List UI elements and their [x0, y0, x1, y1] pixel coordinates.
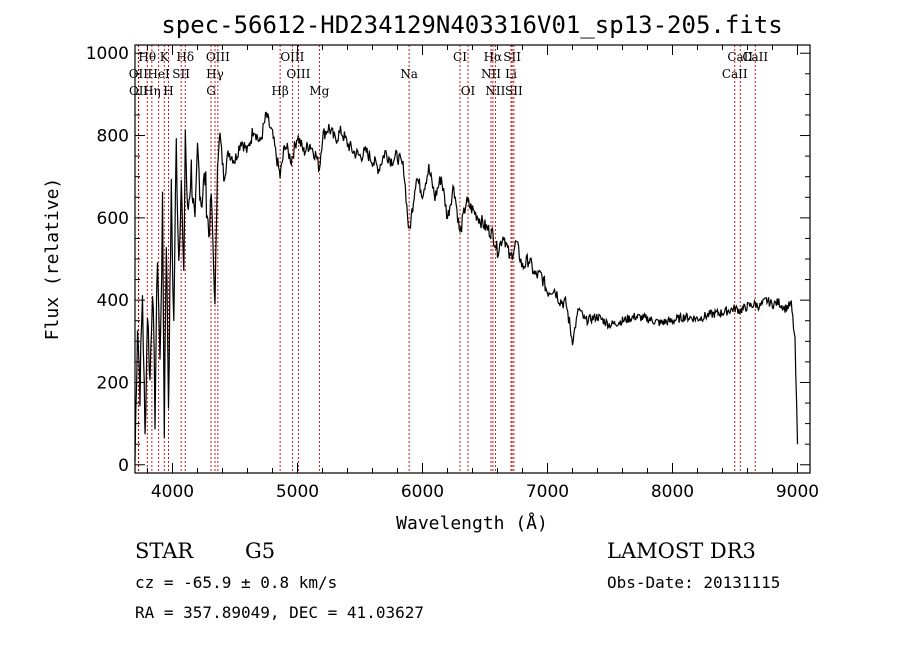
- spectral-line-label: Hθ: [138, 50, 156, 64]
- spectral-line-label: CaII: [727, 50, 753, 64]
- x-tick-label: 8000: [651, 482, 694, 502]
- spectral-line-label: K: [160, 50, 170, 64]
- y-tick-label: 800: [97, 127, 129, 147]
- spectrum-line: [134, 111, 799, 462]
- spectral-line-label: Na: [400, 67, 418, 81]
- survey-name: LAMOST DR3: [607, 539, 756, 563]
- y-tick-label: 0: [118, 456, 129, 476]
- spectral-line-label: Hη: [143, 84, 161, 98]
- y-axis-label: Flux (relative): [42, 178, 63, 341]
- spectral-line-label: Hδ: [176, 50, 194, 64]
- object-type: STAR: [135, 539, 194, 563]
- spectral-line-label: SII: [503, 50, 521, 64]
- y-tick-label: 400: [97, 291, 129, 311]
- spectral-line-label: NII: [481, 67, 501, 81]
- spectral-line-label: SII: [505, 84, 523, 98]
- spectral-line-label: OIII: [280, 50, 304, 64]
- spectral-line-label: CaII: [722, 67, 748, 81]
- y-tick-label: 200: [97, 373, 129, 393]
- x-tick-label: 6000: [401, 482, 444, 502]
- spectral-line-label: CaII: [742, 50, 768, 64]
- x-tick-label: 5000: [276, 482, 319, 502]
- spectral-line-label: Hγ: [206, 67, 224, 81]
- spectral-line-label: H: [163, 84, 173, 98]
- y-axis-ticks: 0 200 400 600 800 1000: [86, 44, 810, 476]
- spectral-line-label: Mg: [309, 84, 329, 98]
- y-tick-label: 600: [97, 209, 129, 229]
- x-tick-label: 4000: [151, 482, 194, 502]
- x-axis-label: Wavelength (Å): [396, 512, 548, 534]
- chart-title: spec-56612-HD234129N403316V01_sp13-205.f…: [161, 11, 782, 39]
- x-axis-ticks: 4000 5000 6000 7000 8000 9000: [147, 45, 819, 502]
- spectral-line-label: OI: [461, 84, 476, 98]
- y-tick-label: 1000: [86, 44, 129, 64]
- coordinates: RA = 357.89049, DEC = 41.03627: [135, 603, 424, 622]
- spectral-subclass: G5: [245, 539, 275, 563]
- spectral-line-label: G: [206, 84, 216, 98]
- spectral-line-label: OIII: [286, 67, 310, 81]
- spectral-line-label: NII: [485, 84, 505, 98]
- spectral-line-label: SII: [172, 67, 190, 81]
- spectral-line-label: CI: [453, 50, 467, 64]
- x-tick-label: 9000: [776, 482, 819, 502]
- redshift-cz: cz = -65.9 ± 0.8 km/s: [135, 573, 337, 592]
- plot-frame: [134, 44, 811, 474]
- spectral-line-label: HeI: [147, 67, 170, 81]
- spectral-line-label: OIII: [206, 50, 230, 64]
- spectral-line-markers: [137, 45, 756, 473]
- spectral-line-label: Hα: [484, 50, 503, 64]
- spectral-line-label: OII: [129, 84, 149, 98]
- spectral-line-label: Li: [505, 67, 517, 81]
- spectral-line-label: Hβ: [271, 84, 288, 98]
- observation-date: Obs-Date: 20131115: [607, 573, 780, 592]
- x-tick-label: 7000: [526, 482, 569, 502]
